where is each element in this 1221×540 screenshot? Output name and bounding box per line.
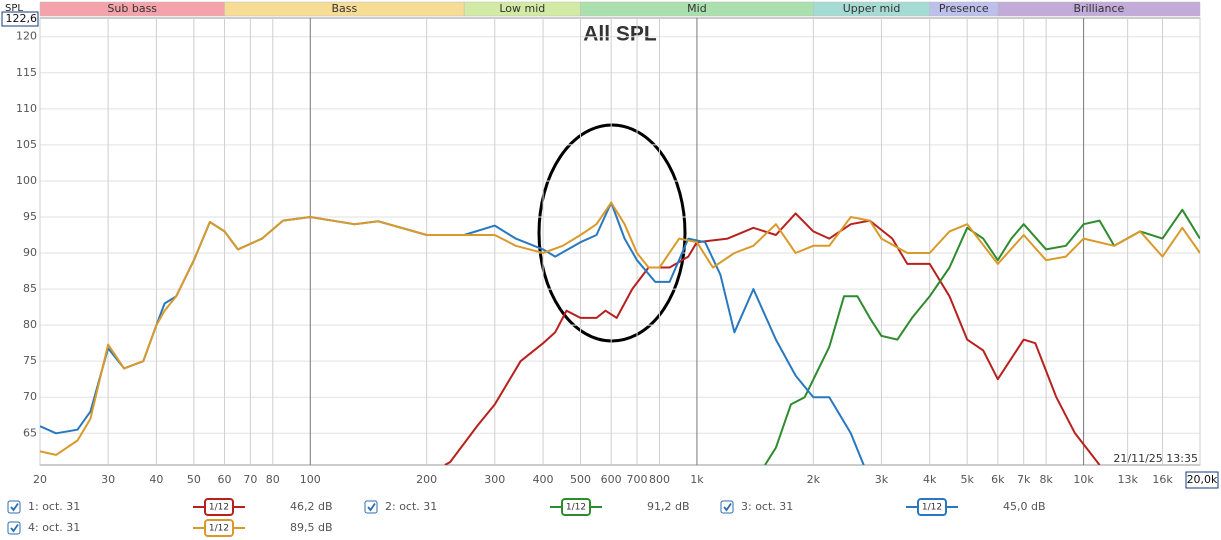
y-tick-label: 122,6 <box>6 12 38 25</box>
series-line <box>40 201 1200 456</box>
x-tick-label: 2k <box>807 473 821 486</box>
x-tick-label: 30 <box>101 473 115 486</box>
x-tick-label: 16k <box>1152 473 1173 486</box>
y-tick-label: 110 <box>16 102 37 115</box>
x-tick-label: 13k <box>1117 473 1138 486</box>
y-tick-label: 70 <box>23 390 37 403</box>
x-tick-label: 7k <box>1017 473 1031 486</box>
x-tick-label: 40 <box>149 473 163 486</box>
y-tick-label: 80 <box>23 318 37 331</box>
x-tick-label: 70 <box>243 473 257 486</box>
band-label: Brilliance <box>1073 2 1124 15</box>
smoothing-box <box>917 498 947 516</box>
legend-checkbox[interactable] <box>7 521 21 535</box>
x-tick-label: 6k <box>991 473 1005 486</box>
legend-level: 89,5 dB <box>290 521 333 534</box>
x-tick-label: 400 <box>533 473 554 486</box>
x-tick-label: 800 <box>649 473 670 486</box>
y-tick-label: 120 <box>16 30 37 43</box>
y-tick-label: 65 <box>23 426 37 439</box>
legend-checkbox[interactable] <box>720 500 734 514</box>
x-tick-label: 1k <box>690 473 704 486</box>
band <box>997 1 1201 17</box>
y-tick-label: 105 <box>16 138 37 151</box>
smoothing-box <box>204 519 234 537</box>
plot-frame <box>39 17 1201 466</box>
y-axis-label: SPL <box>5 3 23 14</box>
y-tick-label: 75 <box>23 354 37 367</box>
series-line <box>444 212 1101 465</box>
x-tick-label: 8k <box>1039 473 1053 486</box>
band-label: Sub bass <box>107 2 157 15</box>
legend-name: 4: oct. 31 <box>28 521 80 534</box>
x-tick-label: 20,0k <box>1187 473 1218 486</box>
legend-level: 46,2 dB <box>290 500 333 513</box>
y-tick-label: 85 <box>23 282 37 295</box>
legend-name: 3: oct. 31 <box>741 500 793 513</box>
band-label: Bass <box>331 2 357 15</box>
x-tick-label: 100 <box>300 473 321 486</box>
checkmark <box>10 502 19 512</box>
smoothing-label: 1/12 <box>209 524 229 534</box>
chart-title: All SPL <box>583 23 657 46</box>
x-tick-label: 500 <box>570 473 591 486</box>
smoothing-label: 1/12 <box>922 503 942 513</box>
x-tick-label: 300 <box>484 473 505 486</box>
legend-name: 1: oct. 31 <box>28 500 80 513</box>
ymax-box <box>1 11 39 27</box>
annotation-ellipse <box>537 123 687 343</box>
x-tick-label: 10k <box>1073 473 1094 486</box>
band-label: Upper mid <box>843 2 901 15</box>
x-tick-label: 4k <box>923 473 937 486</box>
smoothing-box <box>204 498 234 516</box>
x-tick-label: 60 <box>217 473 231 486</box>
legend-name: 2: oct. 31 <box>385 500 437 513</box>
x-tick-label: 5k <box>961 473 975 486</box>
checkmark <box>10 523 19 533</box>
y-tick-label: 100 <box>16 174 37 187</box>
legend-checkbox[interactable] <box>7 500 21 514</box>
y-tick-label: 95 <box>23 210 37 223</box>
x-tick-label: 3k <box>875 473 889 486</box>
smoothing-label: 1/12 <box>209 503 229 513</box>
x-tick-label: 20 <box>33 473 47 486</box>
y-tick-label: 90 <box>23 246 37 259</box>
band-label: Presence <box>939 2 989 15</box>
series-line <box>764 208 1200 465</box>
smoothing-label: 1/12 <box>566 503 586 513</box>
x-tick-label: 80 <box>266 473 280 486</box>
xmax-box <box>1185 471 1219 489</box>
checkmark <box>367 502 376 512</box>
checkmark <box>723 502 732 512</box>
x-tick-label: 200 <box>416 473 437 486</box>
smoothing-box <box>561 498 591 516</box>
timestamp: 21/11/25 13:35 <box>1113 452 1198 465</box>
legend-checkbox[interactable] <box>364 500 378 514</box>
legend-level: 91,2 dB <box>647 500 690 513</box>
band-label: Low mid <box>499 2 545 15</box>
legend-level: 45,0 dB <box>1003 500 1046 513</box>
x-tick-label: 600 <box>601 473 622 486</box>
band-label: Mid <box>687 2 707 15</box>
x-tick-label: 700 <box>627 473 648 486</box>
x-tick-label: 50 <box>187 473 201 486</box>
y-tick-label: 115 <box>16 66 37 79</box>
